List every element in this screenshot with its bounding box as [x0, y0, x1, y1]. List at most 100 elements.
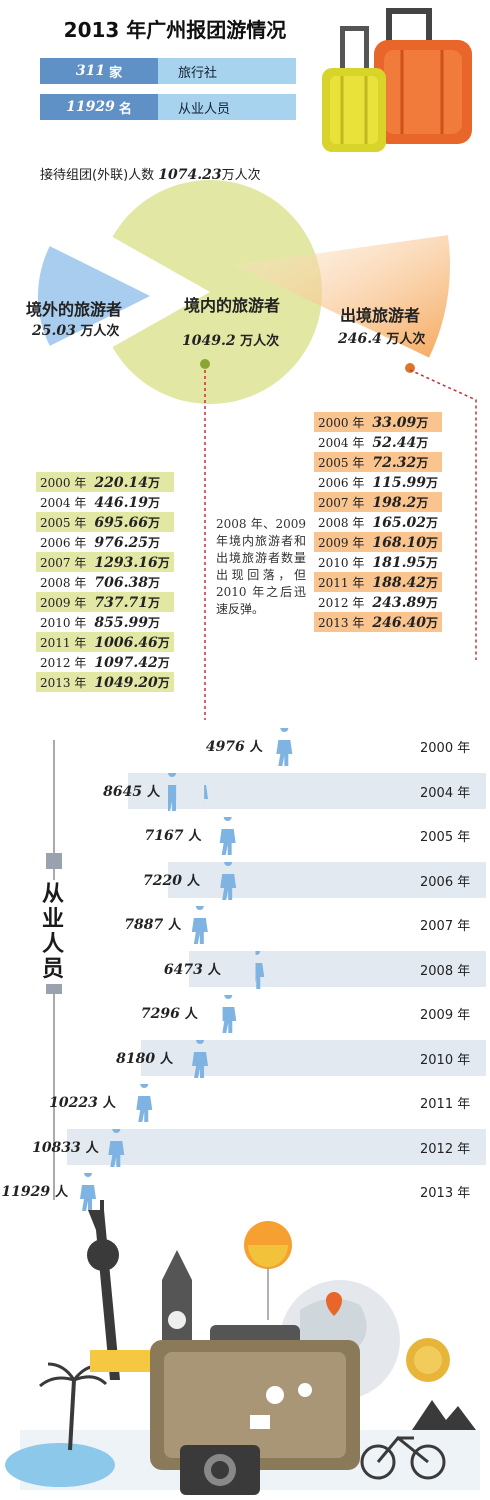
- staff-row-2006: 7220 人 2006 年: [0, 860, 490, 900]
- luggage-icon: [322, 8, 472, 152]
- staff-row-2009: 7296 人 2009 年: [0, 993, 490, 1033]
- staff-row-band: [127, 772, 486, 809]
- staff-row-band: [66, 1128, 486, 1165]
- outbound-table-year: 2007 年: [318, 495, 365, 510]
- outbound-table-row: 2000 年 33.09万: [314, 412, 442, 432]
- staff-row-2007: 7887 人 2007 年: [0, 904, 490, 944]
- domestic-table-row: 2008 年 706.38万: [36, 572, 174, 592]
- person-icon: [332, 1040, 348, 1078]
- domestic-table-year: 2009 年: [40, 595, 87, 610]
- staff-pictogram: [206, 995, 264, 1033]
- outbound-table-value: 72.32万: [372, 454, 429, 471]
- person-icon: [164, 1084, 180, 1122]
- domestic-table-year: 2008 年: [40, 575, 87, 590]
- domestic-table-value: 855.99万: [94, 614, 160, 631]
- staff-year-label: 2010 年: [420, 1052, 471, 1068]
- domestic-table-year: 2005 年: [40, 515, 87, 530]
- person-icon: [304, 1084, 320, 1122]
- person-icon: [388, 728, 404, 766]
- domestic-table-row: 2006 年 976.25万: [36, 532, 174, 552]
- person-icon: [388, 817, 404, 855]
- staff-pictogram: [136, 1084, 404, 1122]
- domestic-table-row: 2005 年 695.66万: [36, 512, 174, 532]
- domestic-table-value: 1097.42万: [94, 654, 170, 671]
- person-icon: [220, 1084, 236, 1122]
- person-icon: [360, 906, 376, 944]
- person-icon: [388, 862, 404, 900]
- staff-pictogram: [107, 1128, 292, 1167]
- person-icon: [206, 995, 208, 1033]
- person-icon: [220, 1129, 236, 1167]
- outbound-table-row: 2011 年 188.42万: [314, 572, 442, 592]
- pie-segment-outbound: [235, 235, 450, 358]
- person-icon: [248, 995, 264, 1033]
- staff-count: 11929 名: [40, 94, 158, 120]
- total-unit: 万人次: [221, 168, 261, 183]
- page-title: 2013 年广州报团游情况: [63, 18, 287, 42]
- domestic-table-value: 737.71万: [94, 594, 160, 611]
- person-icon: [332, 1084, 348, 1122]
- landmarks-icon: [5, 1200, 480, 1495]
- staff-year-label: 2005 年: [420, 830, 471, 845]
- outbound-table-year: 2004 年: [318, 435, 365, 450]
- staff-row-2010: 8180 人 2010 年: [0, 1038, 490, 1078]
- outbound-table-row: 2006 年 115.99万: [314, 472, 442, 492]
- domestic-table-value: 1006.46万: [94, 634, 170, 651]
- staff-year-label: 2013 年: [420, 1186, 471, 1201]
- person-icon: [248, 1129, 264, 1167]
- agency-count: 311 家: [40, 58, 158, 84]
- person-icon: [276, 1129, 292, 1167]
- total-visitors: 接待组团(外联)人数 1074.23万人次: [40, 164, 261, 183]
- staff-year-label: 2000 年: [420, 741, 471, 756]
- staff-pictogram: [275, 728, 404, 766]
- staff-count-label: 7887 人: [124, 917, 182, 933]
- pie-segment-domestic: [112, 180, 322, 404]
- outbound-table-row: 2007 年 198.2万: [314, 492, 442, 512]
- inbound-label: 境外的旅游者: [26, 300, 123, 319]
- person-icon: [276, 817, 292, 855]
- domestic-table-row: 2007 年 1293.16万: [36, 552, 174, 572]
- staff-pictogram: [79, 1173, 96, 1211]
- domestic-table-value: 976.25万: [94, 534, 160, 551]
- person-icon: [248, 906, 264, 944]
- staff-year-label: 2008 年: [420, 963, 471, 979]
- domestic-table-value: 1293.16万: [94, 554, 170, 571]
- person-icon: [332, 906, 348, 944]
- staff-year-label: 2009 年: [420, 1008, 471, 1023]
- person-icon: [276, 862, 292, 900]
- person-icon: [219, 817, 236, 855]
- person-icon: [248, 1040, 264, 1078]
- person-icon: [255, 950, 264, 989]
- person-icon: [304, 728, 320, 766]
- outbound-label: 出境旅游者: [340, 306, 421, 325]
- staff-row-2013: 11929 人 2013 年: [0, 1171, 490, 1211]
- staff-row-2004: 8645 人 2004 年: [0, 771, 490, 811]
- person-icon: [332, 728, 348, 766]
- outbound-table-row: 2012 年 243.89万: [314, 592, 442, 612]
- outbound-table-year: 2005 年: [318, 455, 365, 470]
- person-icon: [276, 773, 292, 811]
- domestic-table-year: 2007 年: [40, 555, 87, 570]
- staff-year-label: 2006 年: [420, 874, 471, 890]
- person-icon: [276, 1040, 292, 1078]
- staff-pictogram: [191, 906, 376, 944]
- person-icon: [360, 728, 376, 766]
- outbound-table-row: 2004 年 52.44万: [314, 432, 442, 452]
- person-icon: [332, 773, 348, 811]
- person-icon: [248, 773, 264, 811]
- outbound-table-value: 165.02万: [372, 514, 438, 531]
- staff-count-label: 7167 人: [144, 828, 202, 844]
- domestic-table-row: 2011 年 1006.46万: [36, 632, 174, 652]
- visitor-pie-chart: [37, 180, 450, 404]
- person-icon: [388, 1084, 404, 1122]
- staff-row-2012: 10833 人 2012 年: [0, 1127, 490, 1167]
- staff-year-label: 2012 年: [420, 1141, 471, 1157]
- domestic-table-row: 2000 年 220.14万: [36, 472, 174, 492]
- outbound-table-value: 246.40万: [372, 614, 438, 631]
- domestic-table-year: 2010 年: [40, 615, 87, 630]
- person-icon: [304, 951, 320, 989]
- domestic-table-year: 2011 年: [40, 635, 87, 650]
- staff-axis-label: 从业人员: [37, 880, 69, 984]
- person-icon: [360, 862, 376, 900]
- person-icon: [192, 1129, 208, 1167]
